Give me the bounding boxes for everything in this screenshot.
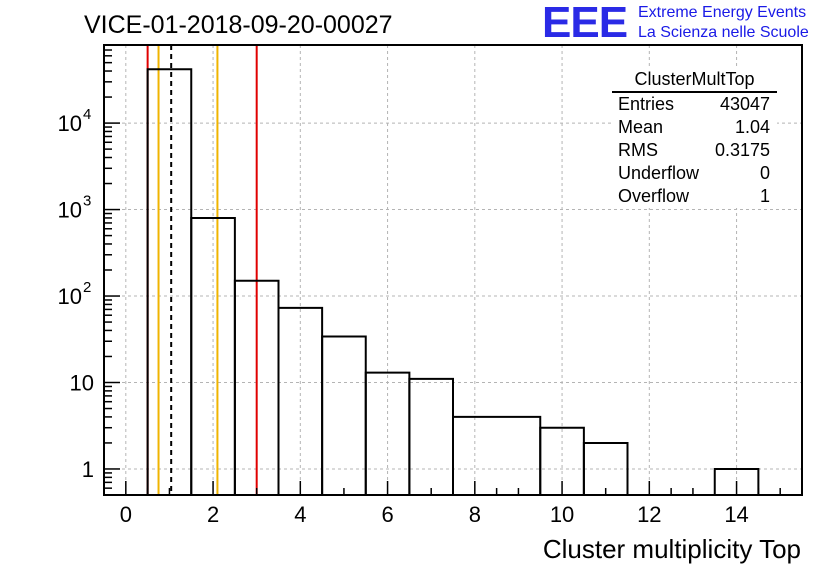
stats-value: 0 [759,163,770,183]
vertical-marker-lines [146,45,258,495]
y-tick-label: 1 [82,457,94,482]
stats-row-entries: Entries 43047 [618,94,770,116]
logo-subtitle-line-1: Extreme Energy Events [638,4,807,21]
y-tick-label: 10 [58,284,82,309]
stats-key: Underflow [618,163,700,183]
y-tick-label-exponent: 2 [83,279,91,296]
axis-ticks [104,44,781,495]
stats-title: ClusterMultTop [634,69,755,89]
stats-title-underline [612,91,777,93]
statistics-box: ClusterMultTop Entries 43047 Mean 1.04 R… [612,68,777,208]
x-tick-label: 14 [724,502,748,527]
stats-key: Overflow [618,186,690,206]
x-tick-label: 0 [120,502,132,527]
logo-subtitle-line-2: La Scienza nelle Scuole [638,24,809,41]
stats-key: Mean [618,117,664,137]
eee-logo: EEE [542,0,628,47]
x-tick-label: 4 [294,502,306,527]
stats-value: 43047 [719,94,770,114]
y-tick-label: 10 [58,111,82,136]
y-tick-label-exponent: 3 [83,193,91,210]
histogram-bin [146,68,193,495]
x-tick-label: 8 [469,502,481,527]
y-tick-label-exponent: 4 [83,106,91,123]
stats-value: 0.3175 [714,140,770,160]
stats-value: 1.04 [734,117,770,137]
chart-title: VICE-01-2018-09-20-00027 [84,11,393,39]
x-axis-label: Cluster multiplicity Top [543,534,801,564]
stats-row-rms: RMS 0.3175 [618,140,770,162]
y-tick-label: 10 [58,198,82,223]
x-tick-label: 10 [550,502,574,527]
histogram-bin [364,371,411,495]
stats-row-mean: Mean 1.04 [618,117,770,139]
stats-key: Entries [618,94,675,114]
y-tick-label: 10 [70,371,94,396]
stats-value: 1 [759,186,770,206]
histogram-bin [582,441,629,495]
histogram-bin [408,377,454,495]
histogram-bin [321,335,367,495]
x-tick-label: 6 [381,502,393,527]
histogram-series [146,68,760,495]
stats-key: RMS [618,140,658,160]
x-tick-label: 12 [637,502,661,527]
x-tick-label: 2 [207,502,219,527]
stats-row-overflow: Overflow 1 [618,186,770,208]
histogram-bin [713,467,760,495]
stats-row-underflow: Underflow 0 [618,163,770,185]
histogram-bin [452,415,542,495]
